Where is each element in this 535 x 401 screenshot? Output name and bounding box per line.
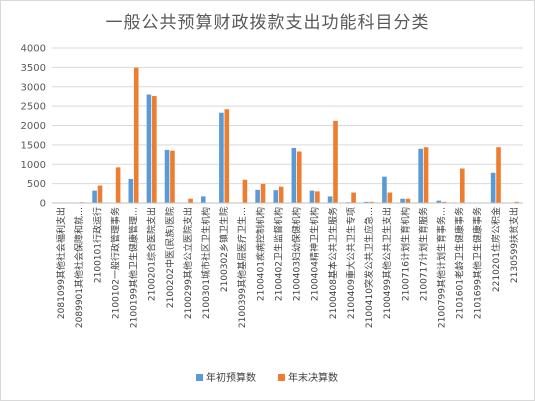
y-tick-label: 2000 [21, 121, 46, 132]
bar-final [496, 147, 501, 203]
bar-budget [200, 196, 206, 203]
x-tick-label: 2100101行政运行 [91, 207, 103, 283]
bar-budget [490, 172, 496, 203]
bar-final [369, 201, 375, 203]
x-tick-label: 2089901其他社会保障和就… [73, 207, 85, 328]
bar-final [387, 192, 393, 203]
bar-budget [164, 149, 170, 203]
x-tick-label: 2100202中医(民族)医院 [164, 207, 176, 308]
x-tick-label: 2100717计划生育服务 [417, 207, 429, 301]
bar-budget [400, 198, 405, 203]
x-tick-label: 2130599扶贫支出 [508, 207, 520, 283]
x-tick-label: 2100408基本公共卫生服务 [327, 207, 339, 319]
bars [56, 67, 519, 203]
bar-final [405, 198, 411, 203]
bar-final [170, 150, 175, 203]
bar-final [441, 201, 447, 203]
bar-final [260, 184, 266, 203]
x-tick-label: 2100301城市社区卫生机构 [200, 207, 212, 319]
x-tick-label: 2081099其他社会福利支出 [55, 207, 67, 319]
y-tick-label: 1000 [21, 160, 46, 171]
bar-budget [309, 190, 315, 203]
bar-budget [273, 190, 279, 203]
x-tick-label: 2100201综合医院支出 [146, 207, 158, 301]
bar-budget [255, 189, 260, 203]
x-tick-label: 2100299其他公立医院支出 [182, 207, 194, 319]
bar-budget [418, 148, 423, 203]
bar-budget [92, 190, 97, 203]
gridlines [52, 47, 523, 185]
x-tick-label: 2100402卫生监督机构 [272, 207, 284, 301]
x-tick-label: 2100401疾病控制机构 [254, 207, 266, 301]
bar-final [115, 167, 121, 203]
bar-final [224, 109, 230, 203]
bar-budget [364, 201, 369, 203]
x-tick-label: 2100403妇幼保健机构 [291, 207, 303, 301]
x-tick-label: 2100199其他卫生健康管理… [128, 207, 140, 328]
bar-final [514, 201, 519, 203]
x-tick-label: 2210201住房公积金 [490, 207, 502, 292]
y-axis-ticks: 0 500 1000 1500 2000 2500 3000 3500 4000 [21, 44, 46, 210]
bar-budget [436, 200, 442, 203]
y-tick-label: 4000 [21, 44, 46, 55]
legend-label: 年末决算数 [288, 371, 338, 384]
bar-final [242, 179, 248, 203]
legend-swatch [278, 374, 285, 381]
x-tick-label: 2100799其他计划生育事务… [435, 207, 447, 328]
y-tick-label: 3500 [21, 63, 46, 74]
bar-final [351, 192, 356, 203]
bar-budget [382, 176, 387, 203]
bar-final [423, 147, 429, 203]
bar-final [315, 191, 320, 203]
bar-final [152, 96, 157, 203]
x-tick-label: 2100410突发公共卫生应急… [363, 207, 375, 328]
chart-title: 一般公共预算财政拨款支出功能科目分类 [105, 13, 430, 33]
y-tick-label: 500 [27, 179, 46, 190]
x-tick-label: 2100102一般行政管理事务 [109, 207, 121, 319]
x-tick-label: 2100399其他基层医疗卫生… [236, 207, 248, 328]
bar-final [278, 186, 284, 203]
x-axis-ticks: 2081099其他社会福利支出 2089901其他社会保障和就… 2100101行政… [55, 207, 520, 328]
bar-final [333, 120, 338, 203]
x-tick-label: 2101699其他卫生健康事务 [472, 207, 484, 319]
x-tick-label: 2100499其他公共卫生支出 [381, 207, 393, 319]
y-tick-label: 0 [40, 199, 46, 210]
x-tick-label: 2100716计划生育机构 [399, 207, 411, 301]
bar-final [188, 198, 193, 203]
bar-final [97, 185, 103, 203]
bar-final [133, 67, 139, 203]
bar-final [459, 168, 465, 203]
legend-label: 年初预算数 [206, 371, 256, 384]
x-tick-label: 2100302乡镇卫生院 [218, 207, 230, 292]
bar-budget [219, 112, 224, 203]
x-tick-label: 2100404精神卫生机构 [309, 207, 321, 301]
y-tick-label: 3000 [21, 82, 46, 93]
bar-budget [146, 94, 152, 203]
bar-final [296, 151, 302, 203]
x-tick-label: 2100409重大公共卫生专项 [345, 207, 357, 319]
x-tick-label: 2101601老龄卫生健康事务 [454, 207, 466, 319]
bar-budget [327, 196, 333, 203]
y-tick-label: 2500 [21, 102, 46, 113]
bar-budget [291, 147, 297, 203]
legend: 年初预算数 年末决算数 [196, 371, 338, 384]
bar-budget [128, 178, 134, 203]
legend-swatch [196, 374, 203, 381]
y-tick-label: 1500 [21, 140, 46, 151]
